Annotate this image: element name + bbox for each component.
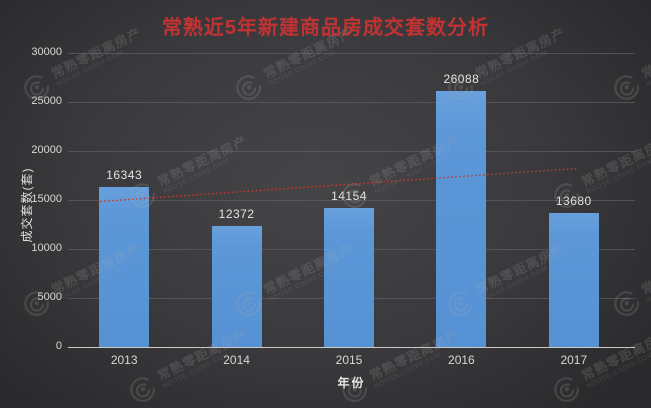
bar-2016 <box>436 91 487 347</box>
bar-2015 <box>324 208 374 347</box>
x-tick-label-2015: 2015 <box>335 353 363 367</box>
watermark-text: 常熟零距离房产 HOUSE.CS090.COM <box>638 241 651 305</box>
x-tick-label-2016: 2016 <box>448 353 475 367</box>
watermark-text: 常熟零距离房产 HOUSE.CS090.COM <box>578 133 651 197</box>
value-label-2014: 12372 <box>218 206 255 221</box>
watermark-item: 常熟零距离房产 HOUSE.CS090.COM <box>606 238 651 323</box>
bar-2013 <box>99 186 150 347</box>
watermark-text-line2: HOUSE.CS090.COM <box>55 49 125 88</box>
y-tick-label-5000: 5000 <box>37 291 62 303</box>
x-tick-label-2014: 2014 <box>223 353 250 367</box>
watermark-text-line1: 常熟零距离房产 <box>638 241 651 298</box>
watermark-text: 常熟零距离房产 HOUSE.CS090.COM <box>154 133 253 197</box>
x-axis-line <box>68 347 635 348</box>
y-tick-label-10000: 10000 <box>31 242 62 254</box>
gridline-30000 <box>68 53 635 54</box>
watermark-text-line2: HOUSE.CS090.COM <box>267 49 337 88</box>
watermark-text-line2: HOUSE.CS090.COM <box>645 265 651 304</box>
x-tick-label-2013: 2013 <box>110 353 138 367</box>
bar-2017 <box>548 212 599 347</box>
y-axis-title: 成交套数(套) <box>20 167 34 243</box>
value-label-2016: 26088 <box>443 72 480 87</box>
y-tick-label-15000: 15000 <box>31 193 62 205</box>
watermark-text-line2: HOUSE.CS090.COM <box>161 157 231 196</box>
watermark-text-line1: 常熟零距离房产 <box>578 133 651 190</box>
watermark-text-line2: HOUSE.CS090.COM <box>645 49 651 88</box>
watermark-text-line2: HOUSE.CS090.COM <box>585 157 651 196</box>
gridline-25000 <box>68 102 635 103</box>
y-tick-label-30000: 30000 <box>31 46 62 58</box>
chart-title: 常熟近5年新建商品房成交套数分析 <box>161 17 490 39</box>
watermark-text-line1: 常熟零距离房产 <box>154 133 250 190</box>
y-tick-label-20000: 20000 <box>31 144 62 156</box>
value-label-2017: 13680 <box>555 193 592 208</box>
x-axis-title: 年份 <box>337 376 366 390</box>
x-tick-label-2017: 2017 <box>560 353 588 367</box>
y-tick-label-0: 0 <box>55 340 62 352</box>
gridline-20000 <box>68 151 635 152</box>
watermark-logo-icon <box>24 291 49 316</box>
value-label-2015: 14154 <box>331 189 367 204</box>
y-tick-label-25000: 25000 <box>31 95 62 107</box>
watermark-logo-icon <box>614 291 639 316</box>
value-label-2013: 16343 <box>106 167 143 182</box>
bar-2014 <box>211 225 262 347</box>
